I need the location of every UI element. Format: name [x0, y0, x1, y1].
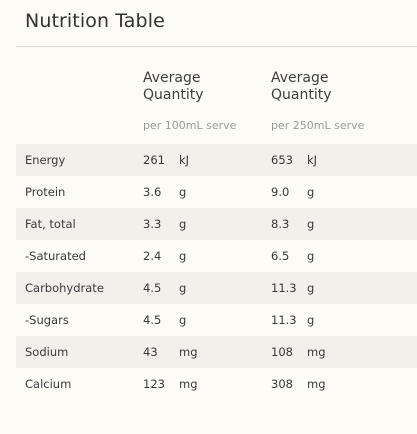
value-per-250ml: 653	[271, 153, 293, 167]
value-per-100ml: 4.5	[143, 281, 162, 295]
unit-per-250ml: g	[307, 313, 315, 327]
unit-per-250ml: kJ	[307, 153, 318, 167]
unit-per-250ml: mg	[307, 345, 326, 359]
unit-per-100ml: g	[179, 281, 187, 295]
unit-per-250ml: g	[307, 217, 315, 231]
nutrient-name: -Saturated	[25, 249, 86, 263]
unit-per-100ml: g	[179, 249, 187, 263]
value-per-250ml: 8.3	[271, 217, 290, 231]
column-header-per-100ml: Average Quantity	[143, 70, 204, 104]
table-row: -Saturated 2.4 g 6.5 g	[16, 240, 417, 272]
table-row: Energy 261 kJ 653 kJ	[16, 144, 417, 176]
value-per-100ml: 3.3	[143, 217, 162, 231]
unit-per-100ml: kJ	[179, 153, 190, 167]
column-header-line2: Quantity	[143, 87, 204, 103]
column-subheader-per-250ml: per 250mL serve	[271, 119, 365, 132]
value-per-250ml: 108	[271, 345, 293, 359]
table-row: -Sugars 4.5 g 11.3 g	[16, 304, 417, 336]
column-header-per-250ml: Average Quantity	[271, 70, 332, 104]
value-per-100ml: 43	[143, 345, 158, 359]
unit-per-250ml: mg	[307, 377, 326, 391]
nutrient-name: Protein	[25, 185, 66, 199]
column-header-line1: Average	[143, 70, 201, 86]
nutrient-name: Energy	[25, 153, 66, 167]
nutrient-name: Sodium	[25, 345, 69, 359]
nutrient-name: Calcium	[25, 377, 72, 391]
value-per-250ml: 6.5	[271, 249, 290, 263]
value-per-100ml: 261	[143, 153, 165, 167]
nutrition-table: Energy 261 kJ 653 kJ Protein 3.6 g 9.0 g…	[16, 144, 417, 400]
value-per-250ml: 11.3	[271, 313, 297, 327]
table-row: Sodium 43 mg 108 mg	[16, 336, 417, 368]
value-per-100ml: 2.4	[143, 249, 162, 263]
table-row: Calcium 123 mg 308 mg	[16, 368, 417, 400]
nutrient-name: Carbohydrate	[25, 281, 104, 295]
unit-per-100ml: g	[179, 217, 187, 231]
value-per-100ml: 3.6	[143, 185, 162, 199]
unit-per-250ml: g	[307, 281, 315, 295]
nutrient-name: -Sugars	[25, 313, 69, 327]
unit-per-250ml: g	[307, 185, 315, 199]
table-row: Protein 3.6 g 9.0 g	[16, 176, 417, 208]
column-header-line2: Quantity	[271, 87, 332, 103]
unit-per-100ml: g	[179, 185, 187, 199]
unit-per-250ml: g	[307, 249, 315, 263]
nutrient-name: Fat, total	[25, 217, 76, 231]
value-per-250ml: 9.0	[271, 185, 290, 199]
table-row: Carbohydrate 4.5 g 11.3 g	[16, 272, 417, 304]
table-row: Fat, total 3.3 g 8.3 g	[16, 208, 417, 240]
unit-per-100ml: mg	[179, 345, 198, 359]
title-divider	[16, 46, 417, 47]
value-per-100ml: 4.5	[143, 313, 162, 327]
value-per-250ml: 308	[271, 377, 293, 391]
unit-per-100ml: mg	[179, 377, 198, 391]
value-per-100ml: 123	[143, 377, 165, 391]
value-per-250ml: 11.3	[271, 281, 297, 295]
page-title: Nutrition Table	[25, 10, 165, 32]
unit-per-100ml: g	[179, 313, 187, 327]
column-subheader-per-100ml: per 100mL serve	[143, 119, 237, 132]
column-header-line1: Average	[271, 70, 329, 86]
